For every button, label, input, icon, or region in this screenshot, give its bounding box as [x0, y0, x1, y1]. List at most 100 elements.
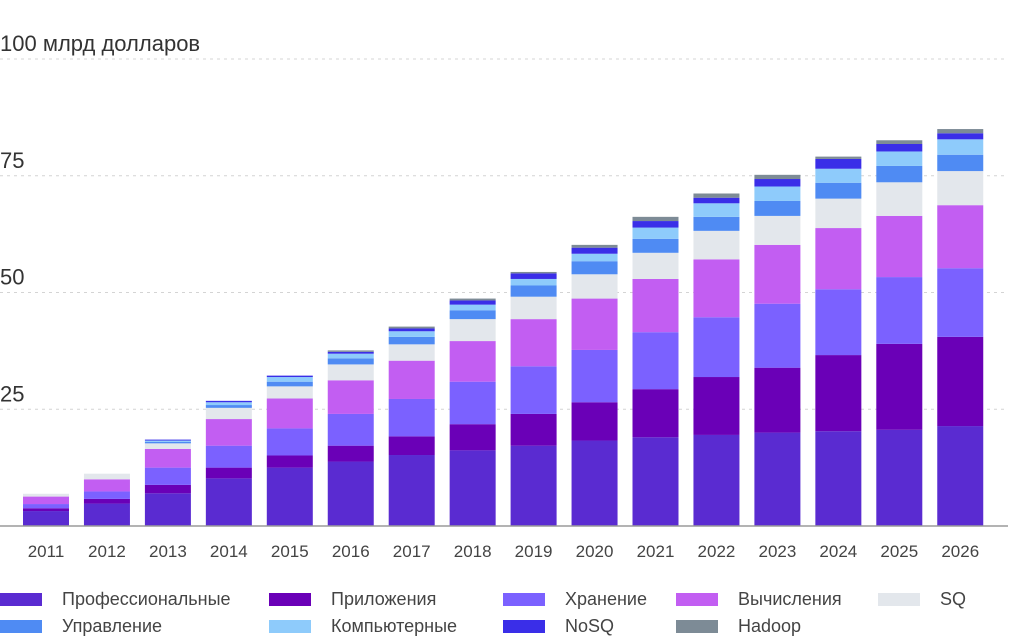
bar-segment	[23, 511, 69, 526]
bar-segment	[266, 377, 313, 382]
bar-segment	[144, 443, 191, 449]
bar-segment	[327, 351, 374, 354]
bar-segment	[205, 407, 252, 420]
bar-segment	[937, 139, 984, 155]
bar-segment	[510, 413, 557, 446]
legend-item: Профессиональные	[0, 588, 231, 610]
bar-segment	[266, 386, 313, 399]
bar-segment	[571, 261, 618, 275]
bar-segment	[327, 413, 374, 446]
bar-segment	[388, 331, 435, 337]
legend-item: SQ	[878, 588, 966, 610]
x-tick-label: 2022	[698, 542, 736, 561]
bar-segment	[449, 310, 496, 320]
bar-segment	[815, 156, 862, 159]
legend-swatch	[503, 619, 545, 633]
bar-segment	[449, 450, 496, 526]
bar-segment	[937, 133, 984, 140]
bar-segment	[937, 205, 984, 269]
bar-segment	[388, 436, 435, 456]
bar-segment	[571, 349, 618, 403]
bar-segment	[571, 247, 618, 254]
bar-segment	[815, 158, 862, 169]
bar-segment	[83, 503, 130, 526]
bar-segment	[144, 441, 191, 444]
bar-segment	[815, 228, 862, 290]
bar-segment	[815, 182, 862, 199]
bar-segment	[632, 332, 679, 390]
stacked-bar-chart: 25 50 75 100 млрд долларов 2011 2012 2013 2014 2…	[0, 31, 1008, 561]
bar-segment	[937, 154, 984, 172]
legend-label: Хранение	[565, 588, 647, 609]
bar-segment	[571, 440, 618, 526]
legend-item: Хранение	[503, 588, 647, 610]
x-tick-label: 2026	[941, 542, 979, 561]
legend-swatch	[878, 592, 920, 606]
bar-segment	[571, 298, 618, 350]
legend-item: Вычисления	[676, 588, 842, 610]
bar-segment	[327, 353, 374, 359]
bar-segment	[754, 303, 801, 368]
bar-segment	[693, 216, 740, 231]
y-tick-label: 100 млрд долларов	[0, 31, 200, 56]
x-tick-label: 2015	[271, 542, 309, 561]
bar-segment	[83, 498, 130, 504]
legend-item: Hadoop	[676, 615, 801, 637]
bar-segment	[693, 259, 740, 318]
y-tick-label: 25	[0, 381, 24, 406]
bar-segment	[449, 298, 496, 301]
bar-segment	[144, 440, 191, 442]
bar-segment	[327, 445, 374, 462]
bar-segment	[83, 473, 130, 480]
bar-segment	[388, 398, 435, 437]
bar-segment	[510, 445, 557, 526]
bar-segment	[327, 380, 374, 414]
legend-label: Профессиональные	[62, 588, 231, 609]
bar-segment	[510, 366, 557, 414]
bar-segment	[632, 437, 679, 526]
bar-segment	[632, 221, 679, 228]
legend-item: Компьютерные	[269, 615, 457, 637]
legend-swatch	[676, 619, 718, 633]
bar-segment	[83, 491, 130, 499]
bar-segment	[876, 140, 923, 144]
bar-segment	[876, 215, 923, 278]
legend-label: NoSQ	[565, 615, 615, 636]
bar-segment	[144, 484, 191, 494]
bar-segment	[83, 479, 130, 492]
bar-segment	[327, 364, 374, 381]
bar-segment	[510, 319, 557, 367]
bar-segment	[510, 271, 557, 274]
bar-segment	[815, 431, 862, 526]
bar-segment	[266, 375, 313, 378]
bar-segment	[937, 129, 984, 134]
bar-segment	[388, 326, 435, 329]
x-tick-label: 2025	[880, 542, 918, 561]
bar-segment	[815, 168, 862, 183]
legend-label: SQ	[940, 588, 967, 609]
bar-segment	[144, 448, 191, 468]
bar-segment	[876, 429, 923, 526]
legend-swatch	[503, 592, 545, 606]
bar-segment	[23, 504, 69, 509]
bar-segment	[937, 336, 984, 427]
bar-segment	[937, 268, 984, 337]
bar-segment	[937, 171, 984, 206]
bar-segment	[266, 455, 313, 468]
bar-segment	[449, 381, 496, 425]
legend-label: Вычисления	[738, 588, 842, 609]
bar-segment	[449, 424, 496, 451]
x-tick-label: 2019	[515, 542, 553, 561]
bar-segment	[876, 343, 923, 430]
bar-segment	[632, 252, 679, 279]
bar-segment	[23, 493, 69, 497]
bar-segment	[23, 508, 69, 512]
bar-segment	[876, 151, 923, 166]
bar-segment	[571, 274, 618, 299]
bar-segment	[388, 328, 435, 332]
bar-segment	[449, 304, 496, 311]
bar-segment	[205, 445, 252, 468]
bar-segment	[693, 197, 740, 204]
bar-segment	[754, 432, 801, 526]
bar-segment	[510, 273, 557, 279]
